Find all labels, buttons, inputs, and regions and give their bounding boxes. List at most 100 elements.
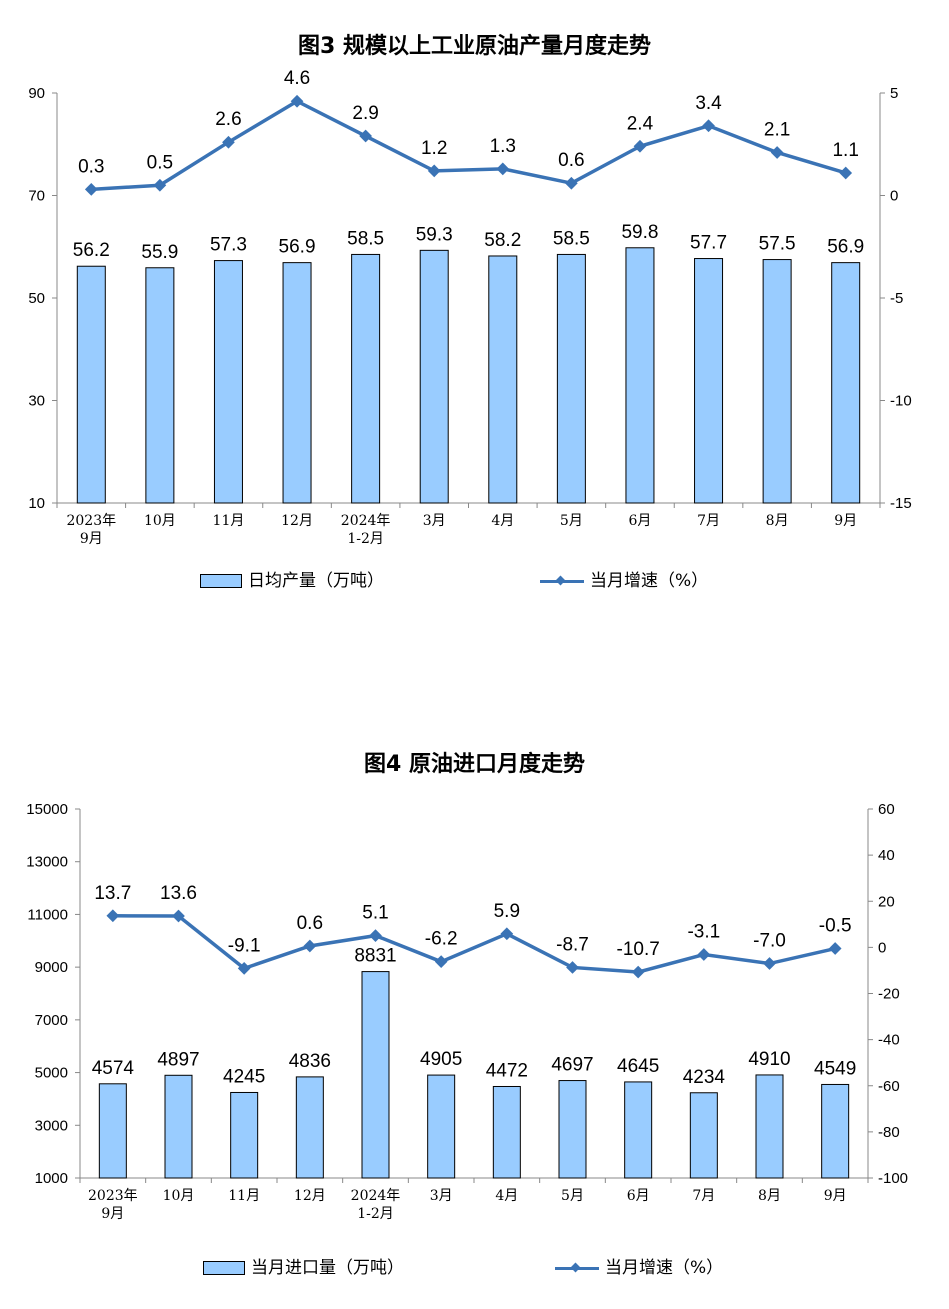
bar (351, 253, 381, 504)
x-tick-label: 1-2月 (347, 531, 384, 547)
line-data-label: 4.6 (284, 68, 310, 89)
bar (762, 259, 792, 504)
right-tick-label: -80 (878, 1124, 900, 1141)
bar (558, 1080, 587, 1179)
line-point (153, 178, 167, 192)
bar (98, 1083, 127, 1179)
legend-line-swatch (555, 1263, 599, 1273)
bar-data-label: 58.2 (484, 230, 521, 251)
bar (694, 258, 724, 504)
right-tick-label: -40 (878, 1032, 900, 1049)
line-data-label: 5.9 (494, 901, 520, 922)
right-tick-label: 5 (890, 85, 898, 102)
line-data-label: 2.1 (764, 119, 790, 140)
line-point (303, 939, 317, 953)
bar (821, 1083, 850, 1179)
x-tick-label: 11月 (228, 1188, 260, 1204)
bar-data-label: 4245 (223, 1066, 265, 1087)
x-tick-label: 2024年 (341, 513, 391, 529)
line-point (359, 129, 372, 143)
chart-2-title: 图4 原油进口月度走势 (364, 752, 585, 777)
right-tick-label: -60 (878, 1078, 900, 1095)
line-data-label: 2.9 (352, 103, 378, 124)
x-tick-label: 2024年 (351, 1188, 401, 1204)
bar (76, 265, 106, 504)
x-tick-label: 11月 (213, 513, 245, 529)
x-tick-label: 6月 (627, 1188, 650, 1204)
bar-data-label: 56.9 (279, 237, 316, 258)
line-point (106, 909, 120, 923)
line-data-label: -10.7 (617, 939, 660, 960)
right-tick-label: 20 (878, 893, 895, 910)
line-data-label: -6.2 (425, 929, 458, 950)
line-data-label: 13.6 (160, 883, 197, 904)
legend-line-label: 当月增速（%） (590, 571, 709, 591)
line-point (434, 955, 448, 969)
x-tick-label: 8月 (758, 1188, 781, 1204)
bar (831, 262, 861, 504)
line-data-label: 0.6 (558, 150, 584, 171)
bar-data-label: 4234 (683, 1067, 726, 1088)
bar (625, 247, 655, 504)
line-data-label: 13.7 (94, 883, 131, 904)
line-data-label: 1.2 (421, 138, 447, 159)
right-tick-label: 40 (878, 847, 895, 864)
legend-line-swatch (540, 576, 584, 586)
bar (213, 260, 243, 504)
left-tick-label: 10 (28, 495, 45, 512)
x-tick-label: 5月 (561, 1188, 584, 1204)
bar-data-label: 58.5 (347, 228, 384, 249)
bar (689, 1092, 718, 1179)
line-data-label: 1.1 (832, 140, 858, 161)
bar (282, 262, 312, 504)
right-tick-label: -15 (890, 495, 912, 512)
legend-bar-swatch (203, 1261, 245, 1275)
left-tick-label: 11000 (27, 906, 68, 923)
bar (230, 1091, 259, 1179)
left-tick-label: 9000 (35, 959, 68, 976)
right-tick-label: -20 (878, 986, 900, 1003)
x-tick-label: 12月 (294, 1188, 326, 1204)
line-point (566, 961, 579, 974)
x-tick-label: 9月 (824, 1188, 847, 1204)
line-point (828, 942, 842, 955)
x-tick-label: 9月 (101, 1206, 124, 1222)
right-tick-label: 0 (878, 939, 886, 956)
bar-data-label: 56.9 (827, 237, 864, 258)
bar (556, 253, 586, 504)
bar-data-label: 4897 (157, 1049, 199, 1070)
bar (295, 1076, 324, 1179)
legend-bar-label: 日均产量（万吨） (248, 571, 384, 591)
x-tick-label: 5月 (560, 513, 583, 529)
x-tick-label: 10月 (144, 513, 176, 529)
left-tick-label: 5000 (35, 1065, 68, 1082)
left-tick-label: 13000 (26, 854, 68, 871)
x-tick-label: 7月 (697, 513, 720, 529)
x-tick-label: 8月 (766, 513, 789, 529)
legend-bar-swatch (200, 574, 242, 588)
x-tick-label: 1-2月 (357, 1206, 394, 1222)
chart-1-legend-line: 当月增速（%） (540, 566, 708, 591)
line-data-label: -0.5 (819, 916, 852, 937)
right-tick-label: -100 (878, 1170, 908, 1187)
right-tick-label: 0 (890, 188, 898, 205)
left-tick-label: 3000 (35, 1117, 68, 1134)
bar-data-label: 57.5 (759, 234, 796, 255)
left-tick-label: 70 (28, 188, 45, 205)
bar-data-label: 59.3 (416, 224, 453, 245)
bar (361, 971, 390, 1179)
right-tick-label: 60 (878, 801, 895, 818)
growth-line (112, 914, 836, 974)
bar-data-label: 4697 (551, 1055, 593, 1076)
left-tick-label: 15000 (26, 801, 68, 818)
bar (755, 1074, 784, 1179)
x-tick-label: 2023年 (66, 513, 116, 529)
bar (145, 267, 175, 504)
line-data-label: 0.5 (147, 152, 173, 173)
line-data-label: 2.4 (627, 113, 654, 134)
bar-data-label: 58.5 (553, 228, 590, 249)
left-tick-label: 7000 (35, 1012, 68, 1029)
line-point (290, 94, 304, 108)
bar (427, 1074, 456, 1179)
x-tick-label: 4月 (491, 513, 514, 529)
